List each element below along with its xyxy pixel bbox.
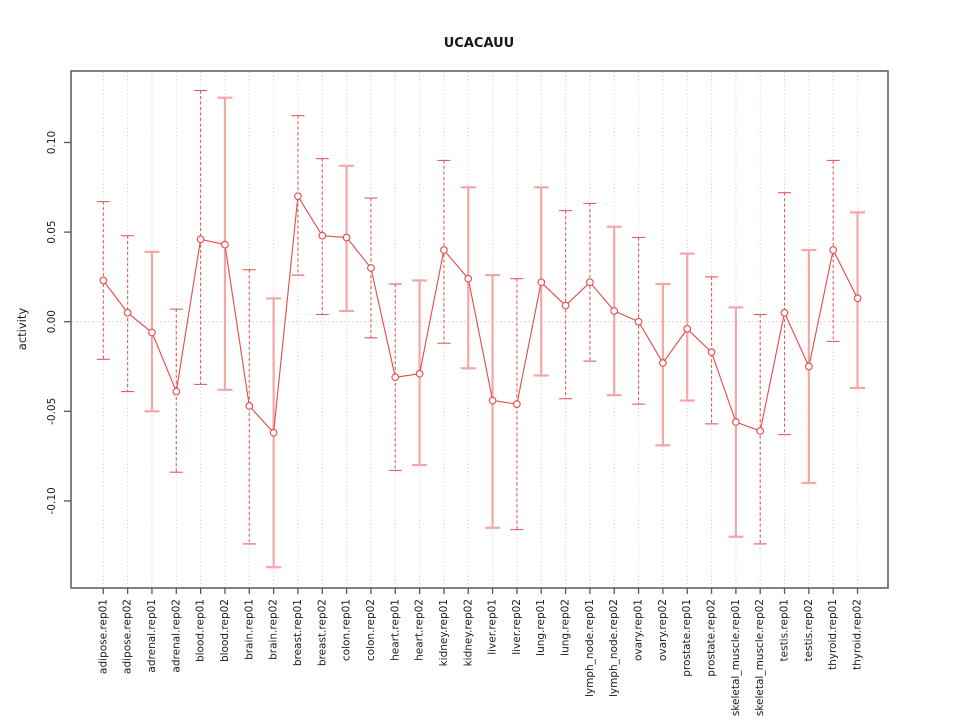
x-tick-label: kidney.rep01: [438, 599, 450, 666]
y-tick-label: -0.05: [46, 398, 58, 425]
data-point: [440, 246, 448, 254]
x-tick-label: lung.rep01: [535, 599, 547, 656]
data-point: [610, 307, 619, 315]
error-bar: [242, 269, 256, 545]
x-tick-label: adrenal.rep02: [170, 599, 182, 673]
data-point: [780, 308, 789, 317]
x-tick-label: adrenal.rep01: [146, 599, 158, 673]
data-point: [707, 348, 716, 357]
error-bar: [388, 283, 402, 471]
y-tick-label: 0.10: [46, 131, 58, 154]
data-point: [148, 328, 156, 337]
x-tick-label: testis.rep02: [803, 599, 815, 661]
data-point: [367, 264, 375, 272]
marker-layer: [99, 192, 862, 437]
data-point: [245, 402, 254, 410]
x-tick-label: adipose.rep02: [122, 599, 134, 674]
data-point: [683, 324, 692, 333]
errorbar-layer: [96, 89, 866, 569]
x-tick-label: lymph_node.rep01: [584, 599, 596, 697]
data-point: [804, 362, 813, 371]
x-tick-label: prostate.rep02: [706, 599, 718, 677]
data-point: [829, 246, 838, 254]
error-bar: [169, 308, 183, 473]
data-point: [415, 369, 424, 378]
data-point: [732, 418, 740, 426]
x-tick-label: lung.rep02: [560, 599, 572, 656]
y-axis-label: activity: [15, 308, 29, 351]
x-tick-label: prostate.rep01: [681, 599, 693, 677]
x-tick-label: heart.rep02: [414, 599, 426, 661]
data-point: [294, 192, 302, 201]
data-point: [756, 427, 765, 435]
error-bar: [753, 313, 767, 545]
x-tick-label: brain.rep01: [243, 599, 255, 660]
data-point: [586, 278, 594, 287]
data-point: [269, 428, 278, 437]
line-layer: [102, 194, 859, 435]
data-point: [196, 235, 205, 244]
x-tick-label: thyroid.rep01: [827, 599, 839, 670]
data-point: [123, 308, 132, 317]
x-tick-label: blood.rep01: [195, 599, 207, 662]
data-point: [464, 274, 473, 283]
data-point: [221, 240, 229, 249]
grid-layer: [72, 72, 887, 587]
x-tick-label: heart.rep01: [389, 599, 401, 661]
error-bar: [778, 192, 792, 436]
x-tick-label: breast.rep02: [316, 599, 328, 666]
chart-title: UCACAUU: [444, 36, 514, 51]
data-point: [488, 396, 497, 405]
data-point: [391, 373, 400, 382]
x-tick-label: testis.rep01: [779, 599, 791, 661]
data-point: [172, 387, 181, 396]
x-tick-label: colon.rep02: [365, 599, 377, 661]
error-bar: [194, 89, 208, 385]
data-point: [318, 231, 327, 240]
x-tick-label: blood.rep02: [219, 599, 231, 662]
error-bar: [364, 197, 378, 339]
axis-layer: 0.10 0.05 0.00 -0.05 -0.10 adipose.rep01 adipo…: [46, 70, 889, 716]
x-tick-label: ovary.rep01: [633, 599, 645, 661]
x-tick-label: colon.rep01: [341, 599, 353, 661]
data-point: [853, 294, 862, 303]
x-tick-label: adipose.rep01: [97, 599, 109, 674]
x-tick-label: skeletal_muscle.rep02: [754, 599, 766, 716]
x-tick-label: ovary.rep02: [657, 599, 669, 661]
error-bar: [437, 159, 451, 344]
x-tick-label: breast.rep01: [292, 599, 304, 666]
plot-frame: [70, 70, 889, 589]
data-point: [537, 278, 546, 287]
x-tick-label: brain.rep02: [268, 599, 280, 660]
y-tick-label: 0.05: [46, 220, 58, 243]
error-bar: [510, 278, 524, 531]
data-point: [561, 301, 570, 310]
y-tick-label: -0.10: [46, 487, 58, 514]
data-point: [99, 276, 108, 285]
data-point: [634, 317, 643, 326]
y-tick-label: 0.00: [46, 310, 58, 333]
data-point: [659, 359, 667, 367]
x-tick-label: skeletal_muscle.rep01: [730, 599, 742, 716]
x-tick-label: lymph_node.rep02: [608, 599, 620, 697]
x-tick-label: liver.rep01: [487, 599, 499, 655]
data-point: [513, 400, 521, 409]
x-tick-label: kidney.rep02: [462, 599, 474, 666]
series-line: [102, 194, 859, 435]
x-tick-label: thyroid.rep02: [852, 599, 864, 670]
x-tick-label: liver.rep02: [511, 599, 523, 655]
data-point: [342, 233, 351, 242]
